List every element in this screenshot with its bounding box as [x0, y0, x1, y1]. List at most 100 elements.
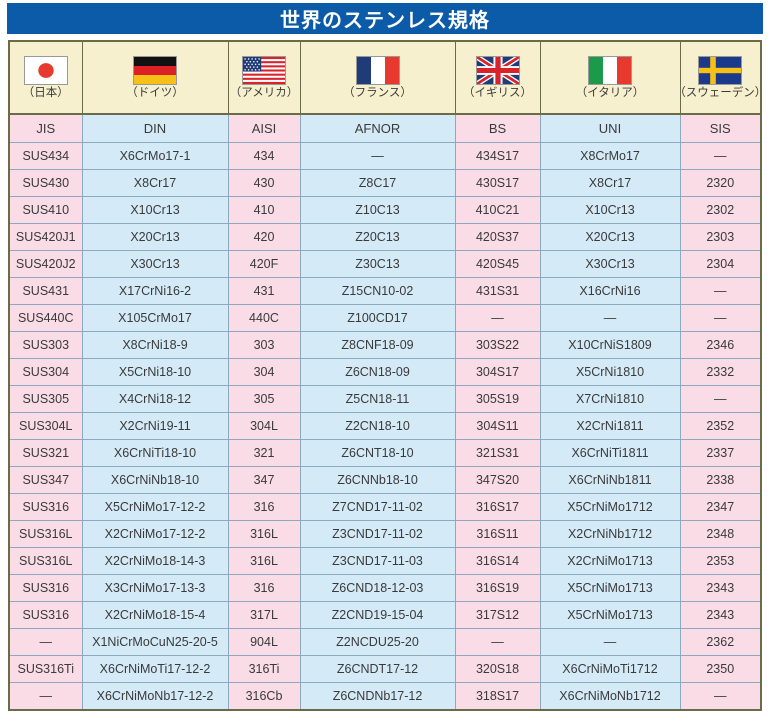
cell-din: X20Cr13 — [82, 223, 229, 251]
cell-afnor: Z20C13 — [300, 223, 456, 251]
table-row: SUS420J1 X20Cr13 420 Z20C13 420S37 X20Cr13 230… — [10, 223, 760, 251]
cell-afnor: — — [300, 142, 456, 170]
cell-sis: 2338 — [680, 466, 760, 494]
cell-uni: X2CrNiNb1712 — [540, 520, 681, 548]
cell-din: X8CrNi18-9 — [82, 331, 229, 359]
table-row: — X6CrNiMoNb17-12-2 316Cb Z6CNDNb17-12 318S1… — [10, 682, 760, 709]
cell-din: X30Cr13 — [82, 250, 229, 278]
cell-aisi: 434 — [228, 142, 301, 170]
table-row: SUS410 X10Cr13 410 Z10C13 410C21 X10Cr13 2302 — [10, 196, 760, 224]
cell-sis: 2352 — [680, 412, 760, 440]
standard-header-bs: BS — [455, 114, 541, 143]
table-row: SUS321 X6CrNiTi18-10 321 Z6CNT18-10 321S31 X6… — [10, 439, 760, 467]
cell-afnor: Z10C13 — [300, 196, 456, 224]
table-row: SUS347 X6CrNiNb18-10 347 Z6CNNb18-10 347S20 X… — [10, 466, 760, 494]
flag-sweden-icon — [698, 56, 743, 85]
cell-uni: X8CrMo17 — [540, 142, 681, 170]
cell-bs: 320S18 — [455, 655, 541, 683]
cell-aisi: 317L — [228, 601, 301, 629]
cell-sis: — — [680, 385, 760, 413]
cell-uni: X2CrNiMo1713 — [540, 547, 681, 575]
country-header-japan: （日本） — [10, 42, 83, 115]
country-label-italy: （イタリア） — [575, 87, 645, 99]
cell-aisi: 316L — [228, 520, 301, 548]
country-label-sweden: （スウェーデン） — [674, 87, 767, 99]
cell-jis: SUS420J2 — [10, 250, 83, 278]
cell-jis: SUS316L — [10, 520, 83, 548]
country-label-france: （フランス） — [343, 87, 412, 99]
cell-afnor: Z6CNDT17-12 — [300, 655, 456, 683]
cell-aisi: 316Ti — [228, 655, 301, 683]
cell-aisi: 305 — [228, 385, 301, 413]
cell-uni: X20Cr13 — [540, 223, 681, 251]
cell-uni: X5CrNiMo1713 — [540, 574, 681, 602]
cell-uni: X5CrNiMo1713 — [540, 601, 681, 629]
cell-aisi: 316L — [228, 547, 301, 575]
cell-din: X2CrNiMo17-12-2 — [82, 520, 229, 548]
cell-bs: 431S31 — [455, 277, 541, 305]
cell-jis: SUS434 — [10, 142, 83, 170]
flag-italy-icon — [588, 56, 632, 85]
cell-bs: 316S14 — [455, 547, 541, 575]
table-row: SUS303 X8CrNi18-9 303 Z8CNF18-09 303S22 X10Cr… — [10, 331, 760, 359]
cell-sis: 2303 — [680, 223, 760, 251]
cell-aisi: 431 — [228, 277, 301, 305]
cell-bs: 347S20 — [455, 466, 541, 494]
cell-sis: 2353 — [680, 547, 760, 575]
country-header-germany: （ドイツ） — [82, 42, 229, 115]
table-row: SUS431 X17CrNi16-2 431 Z15CN10-02 431S31 X16C… — [10, 277, 760, 305]
table-row: SUS316 X2CrNiMo18-15-4 317L Z2CND19-15-04 31… — [10, 601, 760, 629]
country-label-japan: （日本） — [22, 87, 69, 99]
cell-bs: 317S12 — [455, 601, 541, 629]
cell-din: X6CrNiMoTi17-12-2 — [82, 655, 229, 683]
cell-bs: 430S17 — [455, 169, 541, 197]
cell-jis: — — [10, 682, 83, 709]
table-row: SUS420J2 X30Cr13 420F Z30C13 420S45 X30Cr13 23… — [10, 250, 760, 278]
cell-bs: 305S19 — [455, 385, 541, 413]
cell-sis: 2343 — [680, 574, 760, 602]
cell-sis: 2337 — [680, 439, 760, 467]
cell-aisi: 904L — [228, 628, 301, 656]
cell-din: X1NiCrMoCuN25-20-5 — [82, 628, 229, 656]
cell-aisi: 420F — [228, 250, 301, 278]
cell-afnor: Z5CN18-11 — [300, 385, 456, 413]
table-body: （日本） （ドイツ） — [10, 42, 766, 709]
cell-bs: — — [455, 628, 541, 656]
country-flag-header-row: （日本） （ドイツ） — [10, 42, 766, 115]
cell-afnor: Z30C13 — [300, 250, 456, 278]
cell-aisi: 316 — [228, 493, 301, 521]
cell-uni: X10CrNiS1809 — [540, 331, 681, 359]
cell-bs: 321S31 — [455, 439, 541, 467]
cell-uni: X7CrNi1810 — [540, 385, 681, 413]
cell-afnor: Z8C17 — [300, 169, 456, 197]
country-label-germany: （ドイツ） — [126, 87, 184, 99]
flag-japan-icon — [23, 56, 68, 85]
cell-jis: SUS420J1 — [10, 223, 83, 251]
cell-jis: SUS304 — [10, 358, 83, 386]
table-row: SUS316 X5CrNiMo17-12-2 316 Z7CND17-11-02 316… — [10, 493, 760, 521]
cell-bs: 303S22 — [455, 331, 541, 359]
cell-din: X5CrNiMo17-12-2 — [82, 493, 229, 521]
cell-uni: — — [540, 304, 681, 332]
cell-sis: 2302 — [680, 196, 760, 224]
cell-sis: 2362 — [680, 628, 760, 656]
cell-uni: — — [540, 628, 681, 656]
country-header-usa: （アメリカ） — [228, 42, 301, 115]
cell-bs: 318S17 — [455, 682, 541, 709]
standard-header-uni: UNI — [540, 114, 681, 143]
cell-bs: 410C21 — [455, 196, 541, 224]
cell-afnor: Z6CNT18-10 — [300, 439, 456, 467]
table-row: SUS304 X5CrNi18-10 304 Z6CN18-09 304S17 X5CrN… — [10, 358, 760, 386]
table-row: SUS434 X6CrMo17-1 434—434S17 X8CrMo17— — [10, 142, 760, 170]
cell-din: X10Cr13 — [82, 196, 229, 224]
flag-usa-icon — [242, 56, 286, 85]
cell-jis: SUS347 — [10, 466, 83, 494]
standard-header-sis: SIS — [680, 114, 760, 143]
cell-uni: X6CrNiTi1811 — [540, 439, 681, 467]
cell-uni: X16CrNi16 — [540, 277, 681, 305]
table-row: SUS316L X2CrNiMo18-14-3 316L Z3CND17-11-03 3… — [10, 547, 760, 575]
cell-bs: 304S17 — [455, 358, 541, 386]
cell-uni: X5CrNi1810 — [540, 358, 681, 386]
table-row: SUS316Ti X6CrNiMoTi17-12-2 316Ti Z6CNDT17-1… — [10, 655, 760, 683]
standards-table-container: （日本） （ドイツ） — [8, 40, 766, 711]
